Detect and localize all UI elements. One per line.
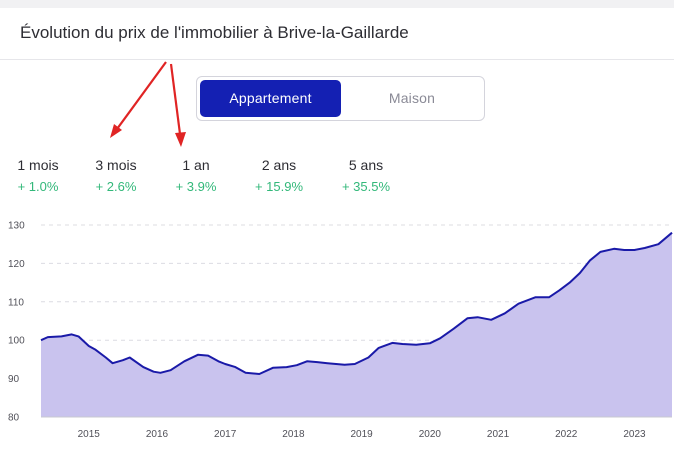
annotation-arrow-1 (116, 61, 167, 130)
x-tick-label-2020: 2020 (419, 429, 442, 440)
y-tick-label-130: 130 (8, 221, 25, 232)
period-change: + 35.5% (341, 179, 391, 194)
y-tick-label-110: 110 (8, 297, 24, 308)
y-tick-label-80: 80 (8, 413, 20, 424)
y-tick-label-120: 120 (8, 259, 25, 270)
period-label: 3 mois (95, 157, 137, 173)
series-line (40, 231, 673, 375)
x-tick-label-2022: 2022 (555, 429, 578, 440)
annotation-arrowhead-2 (175, 132, 186, 147)
period-5-years: 5 ans + 35.5% (328, 156, 404, 195)
period-2-years: 2 ans + 15.9% (243, 156, 315, 195)
period-change: + 1.0% (17, 179, 59, 194)
period-label: 1 an (182, 157, 210, 173)
x-tick-label-2023: 2023 (623, 429, 646, 440)
price-chart: 80 90 100 110 120 130 2015 2016 2017 2018 2019 2020… (8, 221, 673, 440)
period-label: 1 mois (17, 157, 59, 173)
y-tick-label-100: 100 (8, 336, 25, 347)
x-tick-label-2015: 2015 (78, 429, 101, 440)
x-tick-label-2019: 2019 (350, 429, 373, 440)
header: Évolution du prix de l'immobilier à Briv… (0, 8, 674, 60)
top-strip (0, 0, 674, 8)
property-type-toggle: Appartement Maison (196, 76, 485, 121)
period-3-months: 3 mois + 2.6% (80, 156, 152, 195)
series-area (41, 232, 672, 417)
page-title: Évolution du prix de l'immobilier à Briv… (20, 23, 409, 42)
period-change: + 2.6% (95, 179, 137, 194)
period-1-month: 1 mois + 1.0% (2, 156, 74, 195)
period-label: 5 ans (348, 157, 384, 173)
y-tick-label-90: 90 (8, 374, 20, 385)
x-tick-label-2021: 2021 (487, 429, 510, 440)
apartment-toggle-button[interactable]: Appartement (200, 80, 341, 117)
period-change: + 3.9% (175, 179, 217, 194)
x-tick-label-2016: 2016 (146, 429, 169, 440)
annotation-arrowhead-1 (110, 124, 122, 138)
period-1-year: 1 an + 3.9% (160, 156, 232, 195)
period-change: + 15.9% (254, 179, 304, 194)
x-tick-label-2017: 2017 (214, 429, 237, 440)
period-label: 2 ans (261, 157, 297, 173)
house-toggle-button[interactable]: Maison (388, 90, 436, 106)
annotation-arrow-2 (169, 63, 182, 135)
x-tick-label-2018: 2018 (282, 429, 305, 440)
